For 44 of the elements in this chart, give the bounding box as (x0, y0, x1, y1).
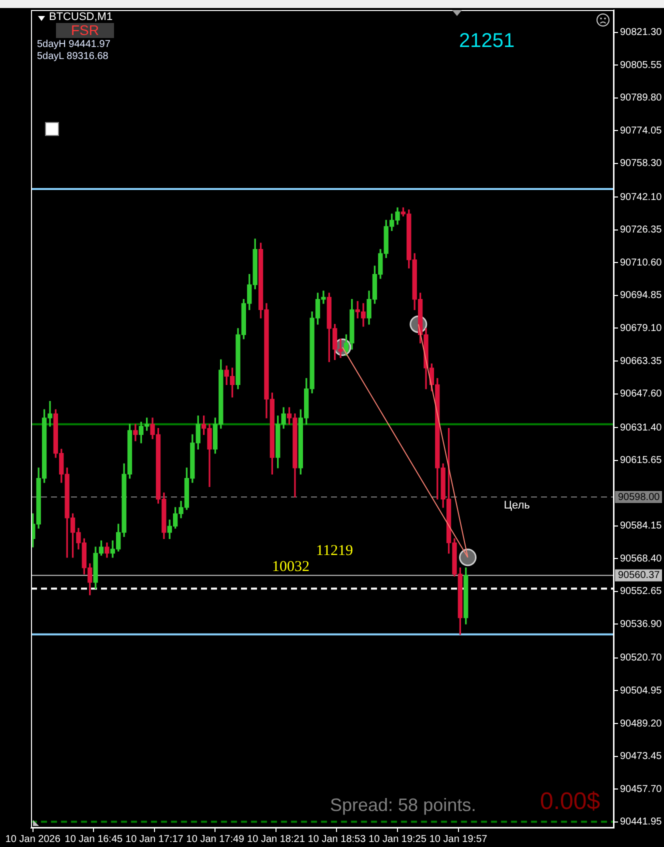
y-tick-label: 90457.70 (620, 784, 662, 795)
x-tick-label: 10 Jan 19:25 (368, 834, 427, 845)
y-tick-label: 90789.80 (620, 92, 662, 104)
ref-line-label: 90598.00 (618, 492, 660, 503)
y-tick-label: 90441.95 (620, 816, 662, 828)
y-tick-label: 90774.05 (620, 125, 662, 136)
ref-line-label: 90560.37 (618, 570, 660, 582)
annotation: 10032 (272, 559, 310, 576)
y-tick-label: 90473.45 (620, 751, 662, 762)
x-tick-label: 10 Jan 18:21 (247, 834, 306, 845)
y-tick-label: 90742.10 (620, 192, 662, 203)
annotation: 21251 (459, 30, 515, 53)
annotation: 5dayL 89316.68 (37, 51, 108, 62)
y-tick-label: 90758.30 (620, 158, 662, 170)
y-tick-label: 90568.40 (620, 553, 662, 564)
x-tick-label: 10 Jan 18:53 (308, 834, 366, 845)
y-tick-label: 90489.20 (620, 718, 662, 730)
chart-title: BTCUSD,M1 (49, 11, 113, 23)
x-tick-label: 10 Jan 19:57 (429, 834, 488, 845)
y-tick-label: 90552.65 (620, 586, 662, 598)
y-tick-label: 90663.35 (620, 356, 662, 367)
x-tick-label: 10 Jan 17:17 (126, 834, 184, 845)
x-tick-label: 10 Jan 17:49 (186, 834, 245, 845)
x-tick-label: 10 Jan 2026 (5, 834, 61, 845)
y-tick-label: 90647.60 (620, 388, 662, 400)
y-tick-label: 90679.10 (620, 323, 662, 334)
annotation: 11219 (316, 543, 353, 560)
y-tick-label: 90710.60 (620, 257, 662, 268)
y-tick-label: 90504.95 (620, 685, 662, 696)
annotation: Spread: 58 points. (330, 795, 476, 816)
y-tick-label: 90536.90 (620, 618, 662, 630)
y-tick-label: 90615.65 (620, 455, 662, 466)
y-tick-label: 90584.15 (620, 520, 662, 532)
y-tick-label: 90805.55 (620, 60, 662, 71)
y-tick-label: 90520.70 (620, 652, 662, 664)
annotation: Цель (504, 500, 530, 512)
y-tick-label: 90631.40 (620, 422, 662, 434)
y-tick-label: 90821.30 (620, 27, 662, 38)
x-tick-label: 10 Jan 16:45 (64, 834, 124, 845)
y-tick-label: 90726.35 (620, 224, 662, 236)
annotation: 0.00$ (540, 788, 600, 816)
y-tick-label: 90694.85 (620, 290, 662, 302)
annotation: FSR (56, 22, 114, 38)
annotation: 5dayH 94441.97 (37, 39, 110, 50)
